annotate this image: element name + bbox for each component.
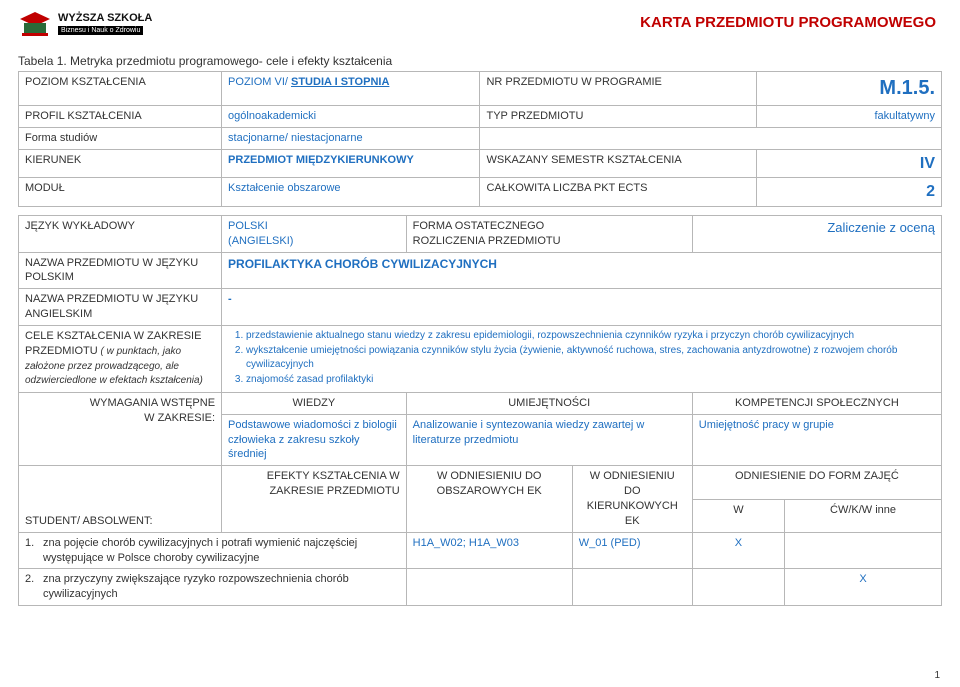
cell-label: NAZWA PRZEDMIOTU W JĘZYKU ANGIELSKIM xyxy=(19,289,222,326)
table-row: 1.zna pojęcie chorób cywilizacyjnych i p… xyxy=(19,532,942,569)
cell-label: KIERUNEK xyxy=(19,149,222,178)
cell-header: EFEKTY KSZTAŁCENIA W ZAKRESIE PRZEDMIOTU xyxy=(222,466,407,532)
text: ROZLICZENIA PRZEDMIOTU xyxy=(413,235,561,247)
cell-value: Podstawowe wiadomości z biologii człowie… xyxy=(222,414,407,466)
text: POLSKI xyxy=(228,220,268,232)
cell-obszar xyxy=(406,569,572,606)
cell-value: stacjonarne/ niestacjonarne xyxy=(222,127,480,149)
cell-label: FORMA OSTATECZNEGO ROZLICZENIA PRZEDMIOT… xyxy=(406,215,692,252)
table-metryka: POZIOM KSZTAŁCENIA POZIOM VI/ STUDIA I S… xyxy=(18,71,942,207)
cell-obszar: H1A_W02; H1A_W03 xyxy=(406,532,572,569)
doc-title: KARTA PRZEDMIOTU PROGRAMOWEGO xyxy=(640,14,936,31)
cell-label: NAZWA PRZEDMIOTU W JĘZYKU POLSKIM xyxy=(19,252,222,289)
text: M.1.5. xyxy=(879,77,935,99)
cell-header: UMIEJĘTNOŚCI xyxy=(406,392,692,414)
cell-label: NR PRZEDMIOTU W PROGRAMIE xyxy=(480,72,757,106)
cell-header: W xyxy=(692,499,784,532)
logo-line2: Biznesu i Nauk o Zdrowiu xyxy=(58,26,143,35)
text: POZIOM VI/ xyxy=(228,76,291,88)
cell-value: 2 xyxy=(757,178,942,207)
table-row: PROFIL KSZTAŁCENIA ogólnoakademicki TYP … xyxy=(19,106,942,128)
cell-value: PROFILAKTYKA CHORÓB CYWILIZACYJNYCH xyxy=(222,252,942,289)
cell-label: TYP PRZEDMIOTU xyxy=(480,106,757,128)
table-row: Forma studiów stacjonarne/ niestacjonarn… xyxy=(19,127,942,149)
cell-header: W ODNIESIENIU DO KIERUNKOWYCH EK xyxy=(572,466,692,532)
cell-value: POLSKI (ANGIELSKI) xyxy=(222,215,407,252)
table-row: STUDENT/ ABSOLWENT: EFEKTY KSZTAŁCENIA W… xyxy=(19,466,942,499)
cell-effect: 2.zna przyczyny zwiększające ryzyko rozp… xyxy=(19,569,407,606)
table-row: CELE KSZTAŁCENIA W ZAKRESIE PRZEDMIOTU (… xyxy=(19,325,942,392)
text: 2 xyxy=(926,183,935,200)
table-row: WYMAGANIA WSTĘPNE W ZAKRESIE: WIEDZY UMI… xyxy=(19,392,942,414)
cell-header: WIEDZY xyxy=(222,392,407,414)
table-row: POZIOM KSZTAŁCENIA POZIOM VI/ STUDIA I S… xyxy=(19,72,942,106)
cell-value: POZIOM VI/ STUDIA I STOPNIA xyxy=(222,72,480,106)
goal-item: znajomość zasad profilaktyki xyxy=(246,373,935,387)
table-row: JĘZYK WYKŁADOWY POLSKI (ANGIELSKI) FORMA… xyxy=(19,215,942,252)
cell-label: JĘZYK WYKŁADOWY xyxy=(19,215,222,252)
table-row: NAZWA PRZEDMIOTU W JĘZYKU POLSKIM PROFIL… xyxy=(19,252,942,289)
text: IV xyxy=(920,155,935,172)
logo-mark xyxy=(18,9,52,39)
cell-value: Umiejętność pracy w grupie xyxy=(692,414,941,466)
cell-kier xyxy=(572,569,692,606)
cell-label: CAŁKOWITA LICZBA PKT ECTS xyxy=(480,178,757,207)
cell-label: PROFIL KSZTAŁCENIA xyxy=(19,106,222,128)
table-row: KIERUNEK PRZEDMIOT MIĘDZYKIERUNKOWY WSKA… xyxy=(19,149,942,178)
text: STUDIA I STOPNIA xyxy=(291,76,389,88)
cell-value: Zaliczenie z oceną xyxy=(692,215,941,252)
cell-value: IV xyxy=(757,149,942,178)
table-row: NAZWA PRZEDMIOTU W JĘZYKU ANGIELSKIM - xyxy=(19,289,942,326)
cell-label: MODUŁ xyxy=(19,178,222,207)
cell-cwk xyxy=(785,532,942,569)
cell-label: POZIOM KSZTAŁCENIA xyxy=(19,72,222,106)
cell-label: Forma studiów xyxy=(19,127,222,149)
cell-header: ĆW/K/W inne xyxy=(785,499,942,532)
table-caption: Tabela 1. Metryka przedmiotu programoweg… xyxy=(18,54,942,68)
cell-kier: W_01 (PED) xyxy=(572,532,692,569)
table-details: JĘZYK WYKŁADOWY POLSKI (ANGIELSKI) FORMA… xyxy=(18,215,942,606)
cell-header: KOMPETENCJI SPOŁECZNYCH xyxy=(692,392,941,414)
text: OBSZAROWYCH EK xyxy=(437,485,542,497)
cell-label: WSKAZANY SEMESTR KSZTAŁCENIA xyxy=(480,149,757,178)
text: FORMA OSTATECZNEGO xyxy=(413,220,545,232)
text: W ZAKRESIE: xyxy=(144,412,215,424)
cell-goals: przedstawienie aktualnego stanu wiedzy z… xyxy=(222,325,942,392)
text: WYMAGANIA WSTĘPNE xyxy=(90,397,215,409)
cell-value: Kształcenie obszarowe xyxy=(222,178,480,207)
text: (ANGIELSKI) xyxy=(228,235,293,247)
logo-text: WYŻSZA SZKOŁA Biznesu i Nauk o Zdrowiu xyxy=(58,13,152,35)
cell-value: ogólnoakademicki xyxy=(222,106,480,128)
cell-label: CELE KSZTAŁCENIA W ZAKRESIE PRZEDMIOTU (… xyxy=(19,325,222,392)
text: DO xyxy=(624,485,641,497)
cell-value: Analizowanie i syntezowania wiedzy zawar… xyxy=(406,414,692,466)
cell-empty xyxy=(480,127,942,149)
goal-item: wykształcenie umiejętności powiązania cz… xyxy=(246,344,935,371)
cell-value: fakultatywny xyxy=(757,106,942,128)
logo: WYŻSZA SZKOŁA Biznesu i Nauk o Zdrowiu xyxy=(18,6,198,42)
cell-value: - xyxy=(222,289,942,326)
table-row: 2.zna przyczyny zwiększające ryzyko rozp… xyxy=(19,569,942,606)
cell-label: STUDENT/ ABSOLWENT: xyxy=(19,466,222,532)
cell-header: ODNIESIENIE DO FORM ZAJĘĆ xyxy=(692,466,941,499)
page-number: 1 xyxy=(934,670,940,681)
cell-w xyxy=(692,569,784,606)
cell-w: X xyxy=(692,532,784,569)
cell-label: WYMAGANIA WSTĘPNE W ZAKRESIE: xyxy=(19,392,222,465)
cell-header: W ODNIESIENIU DO OBSZAROWYCH EK xyxy=(406,466,572,532)
text: KIERUNKOWYCH xyxy=(587,500,678,512)
table-row: MODUŁ Kształcenie obszarowe CAŁKOWITA LI… xyxy=(19,178,942,207)
text: W ODNIESIENIU xyxy=(590,470,675,482)
cell-value: PRZEDMIOT MIĘDZYKIERUNKOWY xyxy=(222,149,480,178)
logo-line1: WYŻSZA SZKOŁA xyxy=(58,13,152,25)
cell-value: M.1.5. xyxy=(757,72,942,106)
text: EK xyxy=(625,515,640,527)
goal-item: przedstawienie aktualnego stanu wiedzy z… xyxy=(246,329,935,343)
cell-cwk: X xyxy=(785,569,942,606)
text: W ODNIESIENIU DO xyxy=(437,470,542,482)
cell-effect: 1.zna pojęcie chorób cywilizacyjnych i p… xyxy=(19,532,407,569)
